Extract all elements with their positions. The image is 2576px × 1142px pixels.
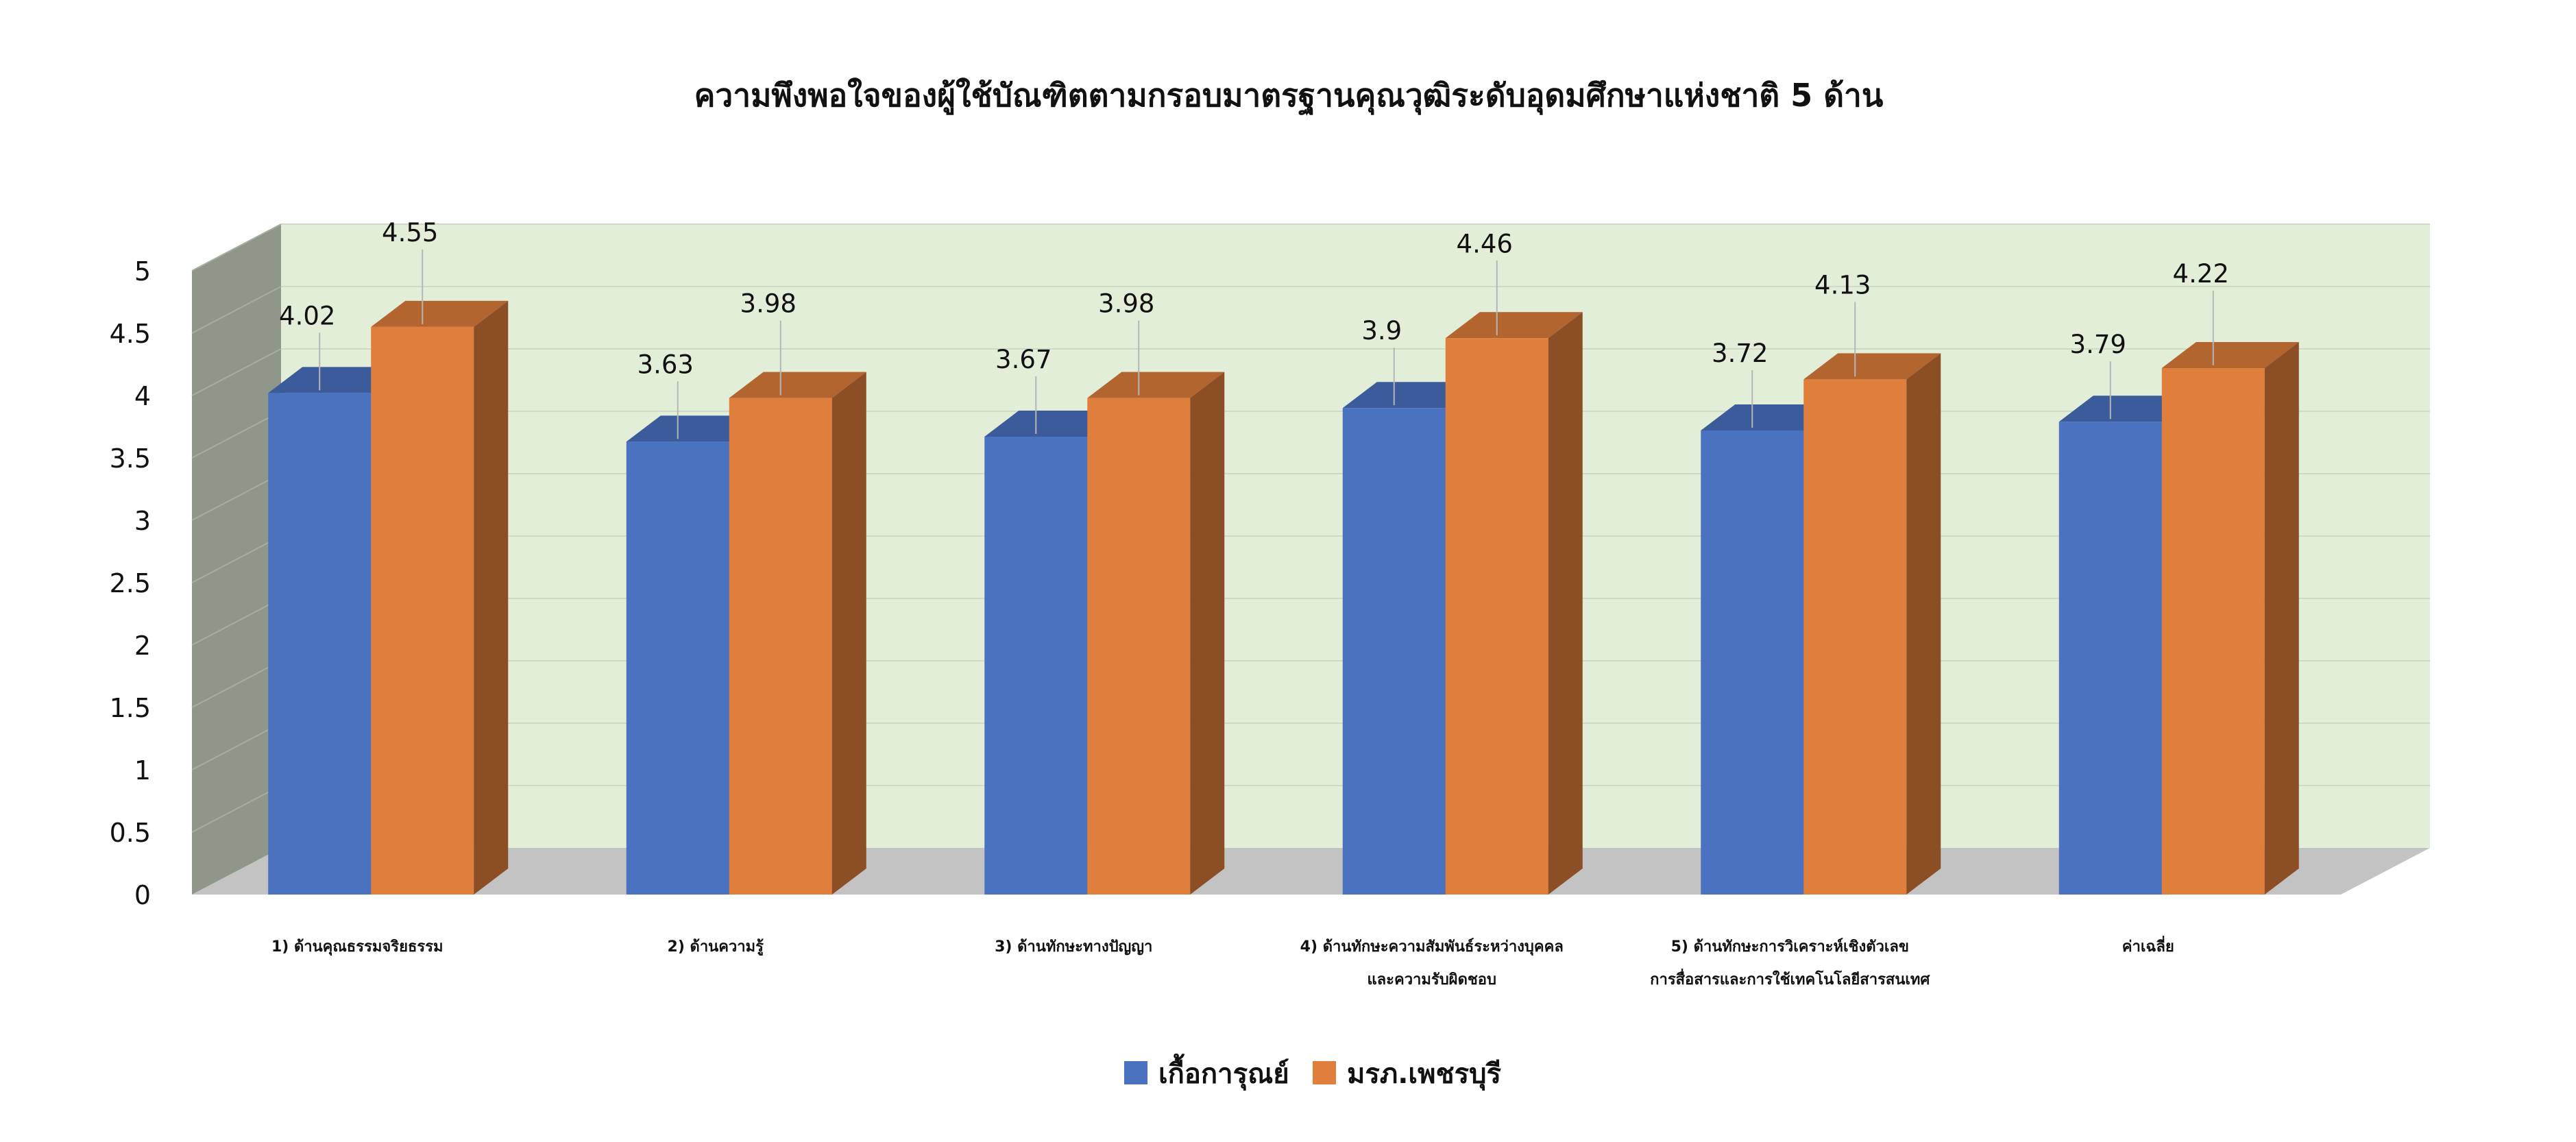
bar-side <box>1906 353 1941 895</box>
bar-front <box>268 393 371 895</box>
bar-front <box>1446 338 1548 895</box>
bar-front <box>729 398 832 895</box>
bar-3-series-2 <box>1087 372 1224 895</box>
y-tick-label: 4.5 <box>110 319 151 349</box>
data-label: 4.22 <box>2173 259 2229 289</box>
bar-front <box>1803 379 1906 895</box>
bar-front <box>1087 398 1190 895</box>
x-tick-label: การสื่อสารและการใช้เทคโนโลยีสารสนเทศ <box>1650 968 1930 988</box>
y-tick-label: 0 <box>134 880 151 910</box>
legend-item: เกื้อการุณย์ <box>1124 1054 1289 1091</box>
bar-front <box>627 441 729 895</box>
legend-swatch <box>1313 1061 1336 1084</box>
data-label: 3.9 <box>1361 316 1402 345</box>
bar-2-series-2 <box>729 372 866 895</box>
data-label: 3.72 <box>1712 339 1768 368</box>
bar-6-series-2 <box>2162 342 2299 895</box>
data-label: 3.79 <box>2070 330 2126 359</box>
bar-side <box>474 301 508 895</box>
data-label: 3.63 <box>637 350 694 379</box>
legend-swatch <box>1124 1061 1147 1084</box>
bar-front <box>984 437 1087 895</box>
y-tick-label: 1 <box>134 755 151 786</box>
y-tick-label: 3 <box>134 506 151 536</box>
x-tick-label: 4) ด้านทักษะความสัมพันธ์ระหว่างบุคคล <box>1300 938 1564 956</box>
x-tick-label: 1) ด้านคุณธรรมจริยธรรม <box>271 938 443 956</box>
y-tick-label: 0.5 <box>110 818 151 848</box>
legend: เกื้อการุณย์ มรภ.เพชรบุรี <box>1124 1054 1501 1091</box>
bar-front <box>371 327 474 895</box>
y-tick-label: 4 <box>134 381 151 411</box>
bar-4-series-2 <box>1446 312 1583 895</box>
y-tick-label: 2.5 <box>110 568 151 598</box>
bar-front <box>2162 368 2265 895</box>
data-label: 4.55 <box>382 218 438 247</box>
y-tick-label: 2 <box>134 631 151 661</box>
bar-front <box>1701 430 1803 895</box>
data-label: 3.98 <box>1098 289 1154 319</box>
bar-1-series-2 <box>371 301 508 895</box>
data-label: 4.46 <box>1457 229 1513 258</box>
bar-side <box>1190 372 1224 895</box>
y-tick-label: 3.5 <box>110 444 151 474</box>
bar-side <box>1548 312 1583 895</box>
y-axis: 0 0.5 1 1.5 2 2.5 3 3.5 4 4.5 5 <box>110 256 151 910</box>
x-tick-label: 5) ด้านทักษะการวิเคราะห์เชิงตัวเลข <box>1671 938 1909 956</box>
bar-5-series-2 <box>1803 353 1941 895</box>
y-tick-label: 5 <box>134 256 151 287</box>
legend-item: มรภ.เพชรบุรี <box>1313 1058 1501 1091</box>
data-label: 4.02 <box>279 301 335 330</box>
x-tick-label: 3) ด้านทักษะทางปัญญา <box>995 938 1152 956</box>
data-label: 4.13 <box>1814 270 1871 300</box>
x-tick-label: และความรับผิดชอบ <box>1368 971 1496 988</box>
bar-front <box>1343 408 1446 895</box>
data-label: 3.67 <box>995 345 1052 374</box>
bar-front <box>2059 422 2162 895</box>
y-tick-label: 1.5 <box>110 693 151 723</box>
x-axis: 1) ด้านคุณธรรมจริยธรรม 2) ด้านความรู้ 3) ด… <box>271 935 2174 988</box>
legend-label: เกื้อการุณย์ <box>1158 1054 1289 1091</box>
data-label: 3.98 <box>740 289 797 319</box>
bar-side <box>832 372 866 895</box>
x-tick-label: 2) ด้านความรู้ <box>668 938 764 956</box>
bar-side <box>2265 342 2299 895</box>
legend-label: มรภ.เพชรบุรี <box>1347 1058 1501 1091</box>
x-tick-label: ค่าเฉลี่ย <box>2122 935 2174 956</box>
chart-title: ความพึงพอใจของผู้ใช้บัณฑิตตามกรอบมาตรฐาน… <box>694 77 1884 116</box>
